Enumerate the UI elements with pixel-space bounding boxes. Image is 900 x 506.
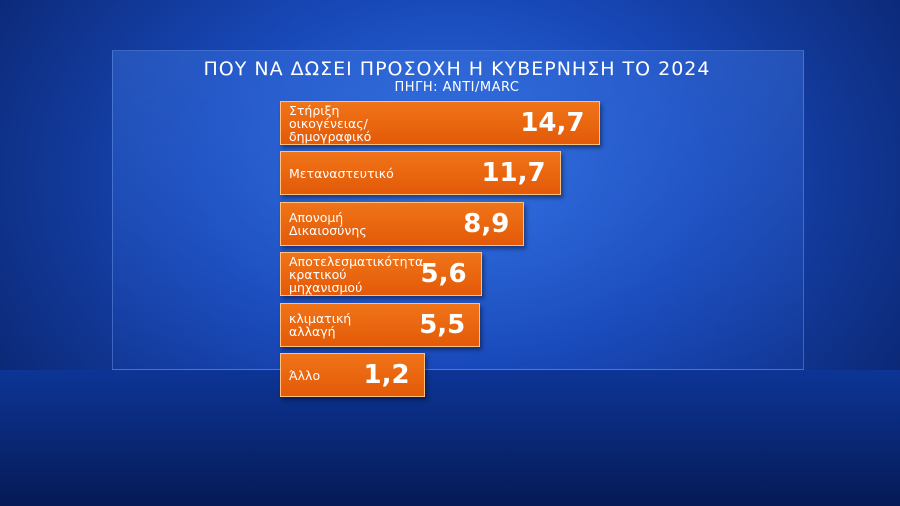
- value-label: 14,7: [520, 108, 585, 138]
- category-label: Άλλο: [289, 367, 321, 383]
- category-label: Μεταναστευτικό: [289, 165, 394, 181]
- bar: Άλλο 1,2: [280, 353, 425, 397]
- value-label: 5,5: [419, 309, 466, 340]
- bar: κλιματική αλλαγή 5,5: [280, 302, 481, 347]
- category-label: Απονομή Δικαιοσύνης: [289, 209, 367, 238]
- category-label: Στήριξη οικογένειας/ δημογραφικό: [289, 102, 372, 144]
- chart-subtitle: ΠΗΓΗ: ANTI/MARC: [394, 80, 520, 95]
- bar: Στήριξη οικογένειας/ δημογραφικό 14,7: [280, 101, 600, 145]
- chart-title: ΠΟΥ ΝΑ ΔΩΣΕΙ ΠΡΟΣΟΧΗ Η ΚΥΒΕΡΝΗΣΗ ΤΟ 2024: [203, 58, 711, 80]
- value-label: 11,7: [481, 158, 546, 189]
- value-label: 8,9: [463, 208, 510, 239]
- category-label: κλιματική αλλαγή: [289, 310, 352, 339]
- category-label: Αποτελεσματικότητα κρατικού μηχανισμού: [289, 253, 424, 295]
- value-label: 5,6: [420, 259, 467, 290]
- value-label: 1,2: [363, 360, 410, 390]
- bar: Μεταναστευτικό 11,7: [280, 151, 561, 196]
- bar: Αποτελεσματικότητα κρατικού μηχανισμού 5,…: [280, 252, 482, 297]
- bar: Απονομή Δικαιοσύνης 8,9: [280, 201, 525, 246]
- floor: [0, 370, 900, 506]
